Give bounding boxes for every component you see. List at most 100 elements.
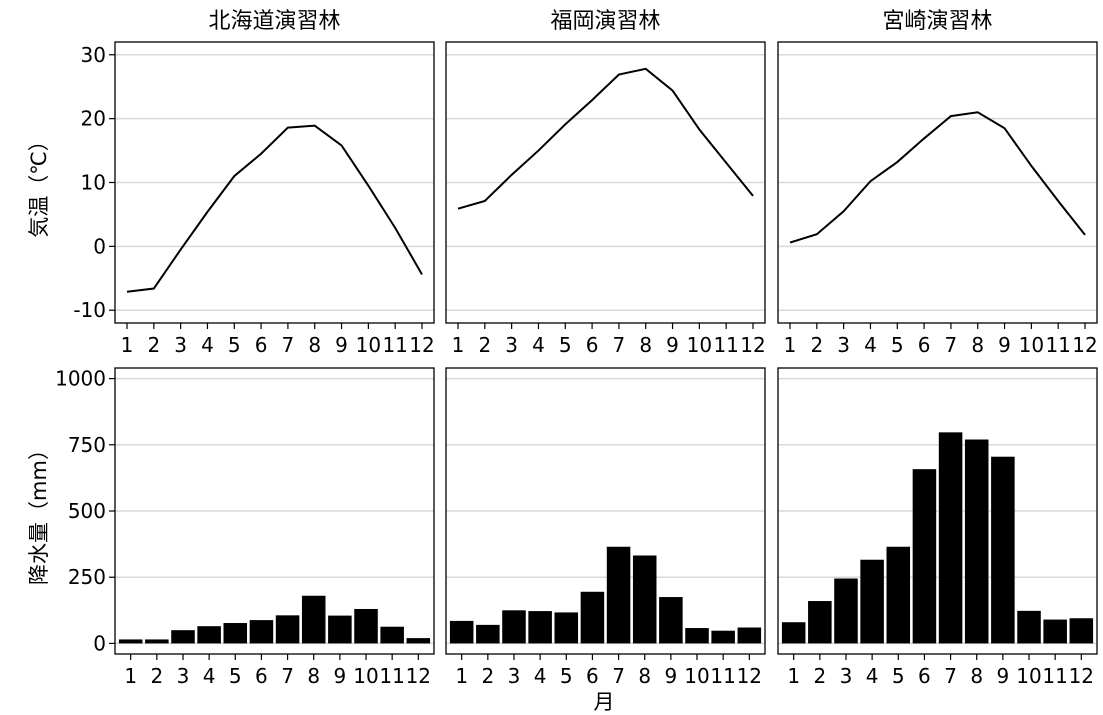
x-tick-label: 10	[1016, 664, 1041, 688]
precipitation-bar	[1069, 618, 1094, 644]
x-tick-label: 3	[505, 333, 518, 357]
precipitation-bar	[118, 639, 143, 644]
x-tick-label: 7	[281, 664, 294, 688]
precipitation-bar	[632, 555, 657, 644]
x-tick-label: 2	[478, 333, 491, 357]
panel-temperature-1: 1 2 3 4 5 6 7 8 9 10 11 12	[114, 41, 435, 357]
precipitation-bar	[737, 627, 762, 644]
x-tick-label: 11	[710, 664, 735, 688]
precipitation-bar	[685, 628, 709, 644]
x-tick-label: 4	[201, 333, 214, 357]
precipitation-bar	[1017, 610, 1041, 644]
precipitation-bar	[476, 624, 500, 644]
precipitation-bar	[380, 626, 404, 644]
x-tick-label: 2	[150, 664, 163, 688]
x-tick-label: 5	[559, 333, 572, 357]
x-tick-label: 11	[382, 333, 407, 357]
panel-border	[777, 41, 1098, 324]
temperature-y-axis-title: 気温（℃）	[27, 130, 51, 238]
panel-border	[777, 367, 1098, 655]
precipitation-bar	[171, 630, 195, 644]
y-tick-label: -10	[73, 298, 106, 322]
y-tick-label: 750	[68, 433, 106, 457]
y-tick-label: 20	[81, 107, 106, 131]
facet-title: 宮崎演習林	[882, 9, 992, 34]
x-tick-label: 4	[534, 664, 547, 688]
x-tick-label: 9	[666, 333, 679, 357]
precipitation-bar	[991, 456, 1015, 644]
x-tick-label: 7	[944, 664, 957, 688]
precipitation-bar	[964, 439, 989, 644]
panel-border	[114, 367, 435, 655]
x-tick-label: 5	[891, 333, 904, 357]
precipitation-bar	[781, 622, 806, 644]
x-tick-label: 2	[147, 333, 160, 357]
precipitation-bar	[275, 615, 300, 644]
y-tick-label: 500	[68, 499, 106, 523]
panel-border	[114, 41, 435, 324]
panel-precipitation-1: 1 2 3 4 5 6 7 8 9 10 11 12	[114, 367, 435, 688]
precipitation-bar	[145, 639, 169, 644]
x-tick-label: 9	[997, 664, 1010, 688]
y-tick-label: 10	[81, 171, 106, 195]
precipitation-bar	[659, 597, 683, 644]
y-tick-label: 1000	[55, 367, 106, 391]
x-tick-label: 8	[638, 664, 651, 688]
x-tick-label: 10	[687, 333, 712, 357]
x-tick-label: 4	[203, 664, 216, 688]
x-tick-label: 7	[613, 333, 626, 357]
x-tick-label: 9	[998, 333, 1011, 357]
panel-precipitation-3: 1 2 3 4 5 6 7 8 9 10 11 12	[777, 367, 1098, 688]
x-tick-label: 8	[971, 333, 984, 357]
x-tick-label: 10	[353, 664, 378, 688]
x-tick-label: 6	[918, 333, 931, 357]
x-tick-label: 9	[335, 333, 348, 357]
precipitation-bar	[406, 638, 431, 644]
x-tick-label: 1	[121, 333, 134, 357]
x-tick-label: 4	[866, 664, 879, 688]
temperature-line	[789, 111, 1086, 244]
facet-title: 福岡演習林	[550, 9, 660, 34]
x-tick-label: 10	[1019, 333, 1044, 357]
temperature-line	[126, 124, 423, 293]
y-tick-label: 0	[93, 631, 106, 655]
x-tick-label: 10	[356, 333, 381, 357]
precipitation-bar	[554, 612, 579, 644]
precipitation-bar	[938, 432, 963, 644]
precipitation-bar	[249, 620, 274, 644]
x-tick-label: 8	[639, 333, 652, 357]
panel-border	[445, 367, 766, 655]
x-tick-label: 7	[945, 333, 958, 357]
y-tick-label: 30	[81, 43, 106, 67]
x-axis-title: 月	[594, 690, 615, 714]
x-tick-label: 12	[740, 333, 765, 357]
x-tick-label: 12	[406, 664, 431, 688]
precipitation-bar	[606, 546, 631, 644]
x-tick-label: 11	[1042, 664, 1067, 688]
precipitation-bar	[1043, 619, 1067, 644]
x-tick-label: 2	[813, 664, 826, 688]
x-tick-label: 3	[508, 664, 521, 688]
x-tick-label: 3	[840, 664, 853, 688]
x-tick-label: 5	[228, 333, 241, 357]
x-tick-label: 8	[970, 664, 983, 688]
precipitation-bar	[580, 591, 605, 644]
x-tick-label: 3	[174, 333, 187, 357]
plot-layer: 北海道演習林 福岡演習林 宮崎演習林 -10 0 10 20 30 0 250 500 750 1000…	[55, 9, 1098, 688]
precipitation-bar	[834, 578, 858, 644]
y-tick-label: 250	[68, 565, 106, 589]
x-tick-label: 1	[455, 664, 468, 688]
x-tick-label: 11	[1045, 333, 1070, 357]
precipitation-bar	[328, 615, 352, 644]
x-tick-label: 1	[784, 333, 797, 357]
x-tick-label: 4	[864, 333, 877, 357]
precipitation-bar	[223, 623, 248, 644]
temperature-line	[457, 67, 754, 210]
x-tick-label: 10	[684, 664, 709, 688]
x-tick-label: 2	[481, 664, 494, 688]
x-tick-label: 11	[379, 664, 404, 688]
x-tick-label: 9	[334, 664, 347, 688]
y-tick-label: 0	[93, 234, 106, 258]
x-tick-label: 12	[1072, 333, 1097, 357]
x-tick-label: 5	[892, 664, 905, 688]
